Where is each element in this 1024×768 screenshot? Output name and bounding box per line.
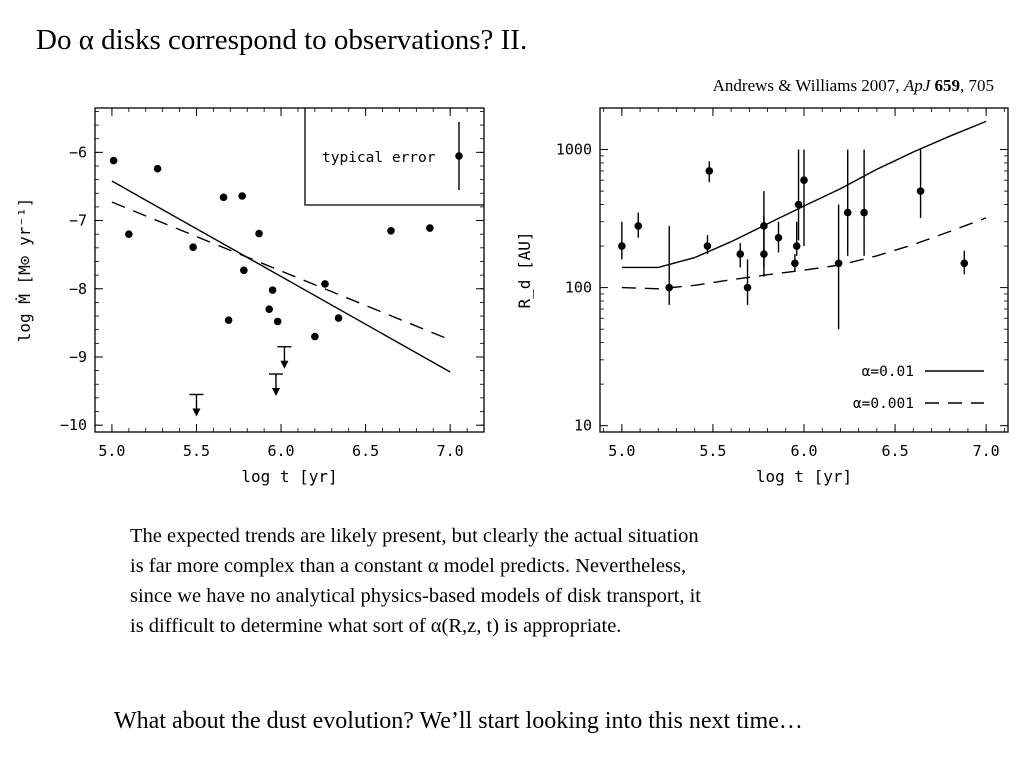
data-point [268,286,277,294]
data-point [792,242,801,250]
model-curve-solid [111,180,451,373]
data-point [760,222,768,230]
data-point [800,176,808,184]
data-point [238,192,246,200]
paragraph-line: is far more complex than a constant α mo… [130,555,687,577]
data-point [791,259,799,268]
data-point [224,316,233,324]
x-tick-label: 6.5 [352,442,379,460]
y-tick-label: −9 [69,348,87,366]
data-point [387,226,395,235]
data-point [960,259,969,268]
y-axis-label: log Ṁ [M⊙ yr⁻¹] [15,198,34,343]
legend-label: α=0.001 [853,396,914,412]
x-tick-label: 6.0 [267,442,294,460]
data-point [153,164,162,173]
x-tick-label: 5.0 [608,442,635,460]
data-point [736,250,745,258]
legend-label: α=0.01 [862,364,914,380]
closing-question: What about the dust evolution? We’ll sta… [114,708,803,734]
paragraph-line: is difficult to determine what sort of α… [130,615,622,637]
data-point [705,167,714,175]
data-point [834,259,843,268]
data-point [634,222,643,230]
data-point [916,187,925,195]
x-tick-label: 6.0 [790,442,817,460]
legend-label: typical error [322,150,436,166]
data-point [273,317,282,326]
x-tick-label: 7.0 [973,442,1000,460]
data-point [109,156,118,165]
upper-limit-arrow [271,388,280,397]
slide-title: Do α disks correspond to observations? I… [36,24,528,56]
data-point [794,200,803,209]
x-tick-label: 6.5 [882,442,909,460]
data-point [240,266,248,275]
model-curve-dashed [111,201,451,341]
data-point [665,283,674,292]
explanation-paragraph: The expected trends are likely present, … [130,521,860,641]
accretion-rate-chart: 5.0 5.5 6.0 6.5 7.0 −10 −9 −8 −7 −6 log t [yr] log … [15,107,485,486]
data-point [426,224,434,232]
data-point [311,332,319,341]
data-point [219,193,228,202]
x-axis-label: log t [yr] [241,467,337,486]
paragraph-line: since we have no analytical physics-base… [130,585,702,607]
upper-limit-arrow [280,360,289,369]
x-axis-label: log t [yr] [756,467,852,486]
y-tick-label: −10 [60,416,87,434]
data-point [743,283,752,292]
y-axis-label: R_d [AU] [515,231,534,308]
x-tick-label: 5.0 [98,442,125,460]
y-tick-label: −7 [69,212,87,230]
y-tick-label: 100 [565,279,592,297]
data-point [189,243,197,251]
x-tick-label: 7.0 [437,442,464,460]
data-point [843,208,852,217]
citation-authors: Andrews & Williams 2007, [712,76,904,95]
data-point [860,208,868,217]
plot-frame [94,107,485,433]
citation-journal: ApJ [903,76,931,95]
disk-radius-chart: 5.0 5.5 6.0 6.5 7.0 10 100 1000 log t [yr] R_d [A… [515,107,1009,486]
x-tick-label: 5.5 [183,442,210,460]
data-point [125,230,133,238]
y-tick-label: −8 [69,280,87,298]
y-tick-label: 10 [574,417,592,435]
legend-point [455,152,463,160]
citation-pages: , 705 [960,76,994,95]
model-curve-dashed [621,217,987,290]
data-point [334,314,343,322]
data-point [774,233,783,242]
legend-box [304,108,484,206]
data-point [618,242,626,250]
y-tick-label: 1000 [556,141,592,159]
citation-volume: 659 [934,76,961,95]
citation: Andrews & Williams 2007, ApJ 659, 705 [713,76,994,96]
x-tick-label: 5.5 [699,442,726,460]
data-point [703,242,712,250]
upper-limit-arrow [192,408,201,417]
data-point [255,229,263,238]
data-point [321,280,329,288]
paragraph-line: The expected trends are likely present, … [130,525,699,547]
y-tick-label: −6 [69,143,87,161]
data-point [265,305,274,314]
